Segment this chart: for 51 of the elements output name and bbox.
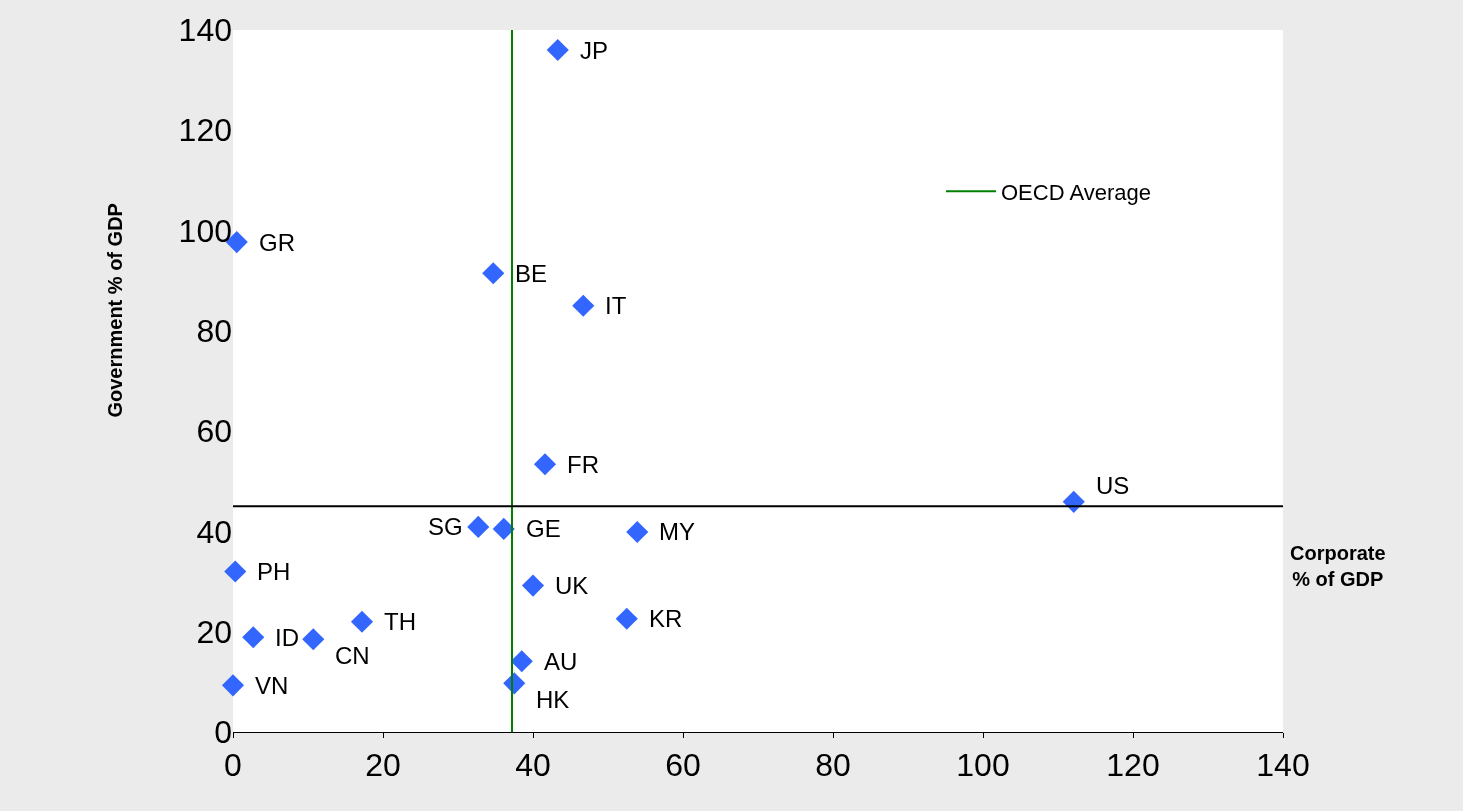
x-tick-label: 100: [956, 747, 1010, 784]
y-tick-label: 80: [196, 313, 232, 350]
point: [510, 650, 533, 673]
annotation: BE: [515, 260, 548, 287]
annotation: US: [1096, 472, 1130, 499]
annotation: GE: [526, 515, 561, 542]
annotation: PH: [257, 558, 291, 585]
y-tick-label: 100: [178, 212, 232, 249]
x-tick-label: 120: [1106, 747, 1160, 784]
point: [615, 607, 638, 630]
annotation: HK: [536, 686, 570, 713]
annotation: IT: [605, 292, 627, 319]
x-tick-label: 140: [1256, 747, 1310, 784]
point: [521, 574, 545, 597]
y-tick-label: 120: [178, 112, 232, 149]
point: [546, 39, 569, 62]
annotation: GR: [259, 229, 295, 256]
annotation: UK: [555, 572, 589, 599]
y-axis-title: Government % of GDP: [103, 203, 126, 418]
annotation: JP: [580, 37, 609, 64]
annotation: TH: [384, 608, 416, 635]
x-tick-label: 40: [515, 747, 551, 784]
x-axis-title: Corporate % of GDP: [1290, 542, 1386, 590]
annotation: SG: [428, 513, 463, 540]
point: [572, 294, 595, 317]
x-tick-label: 80: [815, 747, 851, 784]
point: [302, 628, 325, 651]
annotation: CN: [335, 642, 370, 669]
point: [492, 517, 515, 540]
annotation: KR: [649, 605, 683, 632]
annotation: MY: [659, 518, 695, 545]
point: [242, 626, 265, 649]
y-tick-label: 40: [196, 513, 232, 550]
y-tick-label: 140: [178, 12, 232, 49]
annotation: FR: [567, 451, 599, 478]
point: [626, 520, 649, 543]
point: [221, 674, 245, 697]
x-tick-label: 60: [665, 747, 701, 784]
legend-label: OECD Average: [1001, 179, 1152, 205]
annotation: AU: [544, 648, 578, 675]
annotation: ID: [275, 624, 299, 651]
point: [350, 610, 374, 633]
point: [533, 453, 557, 476]
point: [482, 262, 505, 285]
x-tick-label: 20: [365, 747, 401, 784]
point: [224, 560, 247, 583]
annotation: VN: [255, 672, 289, 699]
y-tick-label: 20: [196, 613, 232, 650]
y-tick-label: 60: [196, 413, 232, 450]
point: [467, 515, 490, 538]
y-tick-label: 0: [214, 714, 232, 751]
